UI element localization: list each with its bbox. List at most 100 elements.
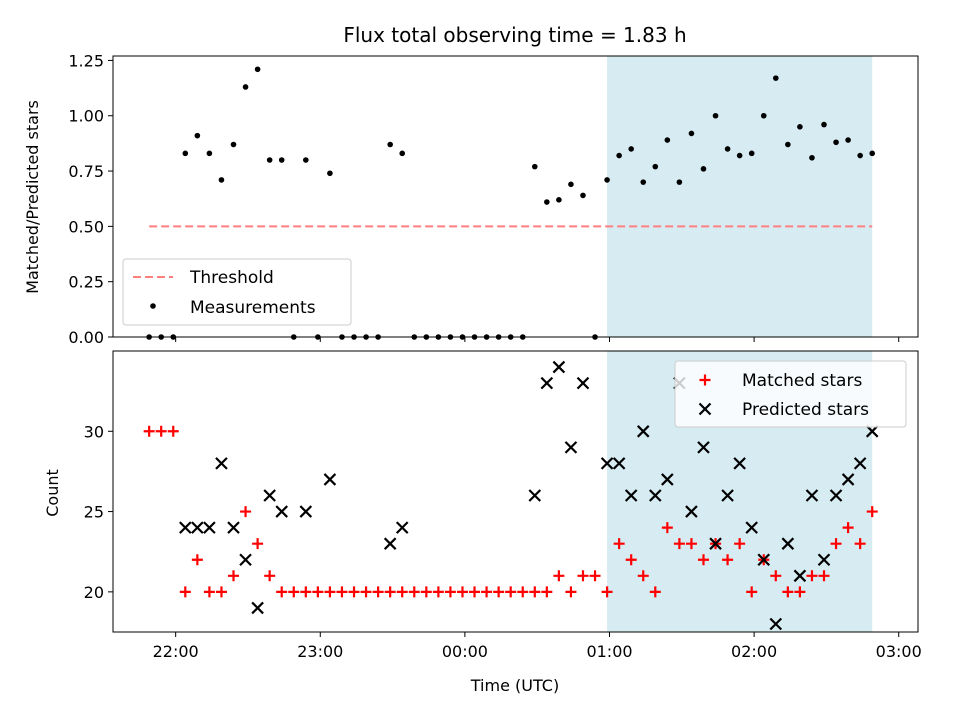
measurement-point: [218, 177, 225, 183]
predicted-star-point: [239, 553, 252, 567]
matched-star-point: [336, 586, 348, 598]
matched-star-point: [203, 586, 215, 598]
measurement-point: [809, 154, 815, 161]
top-panel: 0.00 0.25 0.50 0.75 1.00 1.25 Threshold Measure…: [68, 51, 919, 347]
matched-star-point: [637, 570, 649, 582]
matched-star-point: [300, 586, 312, 598]
bottom-x-tick-label: 03:00: [876, 642, 922, 661]
predicted-star-point: [299, 505, 313, 518]
measurement-point: [616, 152, 622, 159]
matched-star-point: [493, 586, 505, 598]
bottom-legend: Matched stars Predicted stars: [674, 360, 907, 428]
legend-threshold-label: Threshold: [189, 268, 274, 288]
matched-star-point: [240, 506, 252, 518]
matched-star-point: [541, 586, 553, 598]
matched-star-point: [396, 586, 408, 598]
predicted-star-point: [661, 473, 674, 486]
matched-star-point: [167, 425, 179, 437]
bottom-x-tick-label: 01:00: [586, 642, 632, 661]
predicted-star-point: [576, 376, 590, 390]
measurement-point: [664, 137, 671, 143]
predicted-star-point: [203, 521, 216, 534]
bottom-x-tick-label: 00:00: [442, 642, 488, 661]
matched-star-point: [577, 570, 589, 582]
matched-star-point: [420, 586, 432, 598]
measurement-point: [242, 84, 249, 90]
measurement-point: [628, 146, 634, 152]
measurement-point: [821, 121, 827, 128]
top-frame: [112, 55, 919, 338]
legend-measurements-swatch: [150, 303, 156, 309]
matched-star-point: [565, 586, 577, 598]
measurement-point: [760, 112, 767, 119]
legend-matched-swatch: [699, 374, 711, 386]
matched-star-point: [722, 554, 734, 566]
measurement-point: [652, 163, 659, 170]
predicted-star-point: [540, 376, 554, 390]
measurement-point: [797, 124, 803, 130]
top-y-tick-label: 0.00: [68, 328, 104, 347]
matched-star-point: [312, 586, 324, 598]
predicted-star-point: [215, 457, 228, 470]
measurement-point: [399, 150, 406, 157]
predicted-star-point: [793, 569, 807, 583]
predicted-star-point: [624, 489, 638, 502]
top-legend-box: [122, 258, 352, 326]
legend-predicted-swatch: [698, 402, 712, 416]
predicted-star-point: [612, 457, 626, 470]
predicted-star-point: [251, 601, 264, 615]
measurement-point: [556, 197, 562, 203]
measurement-point: [327, 170, 333, 177]
measurement-point: [857, 152, 863, 159]
predicted-star-point: [323, 473, 337, 486]
matched-star-point: [432, 586, 444, 598]
predicted-star-point: [721, 489, 734, 502]
chart-title: Flux total observing time = 1.83 h: [343, 23, 686, 47]
predicted-star-point: [757, 553, 771, 567]
matched-star-point: [408, 586, 420, 598]
predicted-star-point: [865, 425, 879, 438]
matched-star-point: [288, 586, 300, 598]
matched-star-point: [794, 586, 806, 598]
matched-star-point: [553, 570, 565, 582]
measurement-point: [748, 150, 755, 157]
top-y-tick-label: 1.25: [68, 51, 104, 70]
predicted-star-point: [769, 617, 783, 631]
matched-star-point: [673, 538, 685, 550]
bottom-x-tick-label: 02:00: [731, 642, 777, 661]
measurement-point: [266, 157, 273, 163]
measurement-point: [544, 199, 550, 205]
measurement-point: [182, 150, 189, 157]
matched-star-point: [505, 586, 517, 598]
matched-star-point: [649, 586, 661, 598]
measurement-point: [206, 150, 213, 157]
bottom-y-tick-label: 20: [84, 583, 104, 602]
measurement-point: [604, 177, 610, 183]
matched-star-point: [384, 586, 396, 598]
measurement-point: [580, 192, 586, 199]
predicted-star-point: [528, 489, 542, 502]
matched-star-point: [517, 586, 529, 598]
matched-star-point: [601, 586, 613, 598]
predicted-star-point: [817, 553, 831, 567]
bottom-y-tick-label: 25: [84, 503, 104, 522]
matched-star-point: [734, 538, 746, 550]
predicted-star-point: [853, 457, 867, 470]
matched-star-point: [456, 586, 468, 598]
bottom-legend-box: [674, 360, 907, 428]
legend-matched-label: Matched stars: [742, 371, 862, 391]
predicted-star-point: [697, 441, 710, 454]
matched-star-point: [324, 586, 336, 598]
measurement-point: [785, 141, 791, 148]
predicted-star-point: [275, 505, 288, 518]
matched-star-point: [228, 570, 240, 582]
matched-star-point: [191, 554, 203, 566]
predicted-star-point: [263, 489, 276, 502]
predicted-star-point: [805, 489, 819, 502]
matched-star-point: [348, 586, 360, 598]
matched-star-point: [481, 586, 493, 598]
measurement-point: [724, 146, 731, 152]
matched-star-point: [830, 538, 842, 550]
predicted-stars-series: [179, 360, 879, 631]
